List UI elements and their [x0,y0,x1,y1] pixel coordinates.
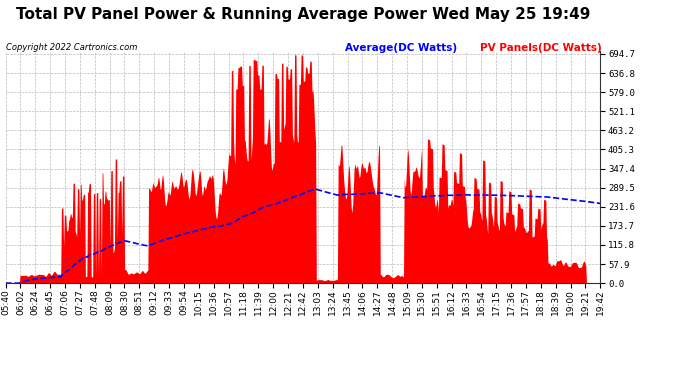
Text: Copyright 2022 Cartronics.com: Copyright 2022 Cartronics.com [6,43,137,52]
Text: PV Panels(DC Watts): PV Panels(DC Watts) [480,43,601,53]
Text: Total PV Panel Power & Running Average Power Wed May 25 19:49: Total PV Panel Power & Running Average P… [17,8,591,22]
Text: Average(DC Watts): Average(DC Watts) [345,43,457,53]
